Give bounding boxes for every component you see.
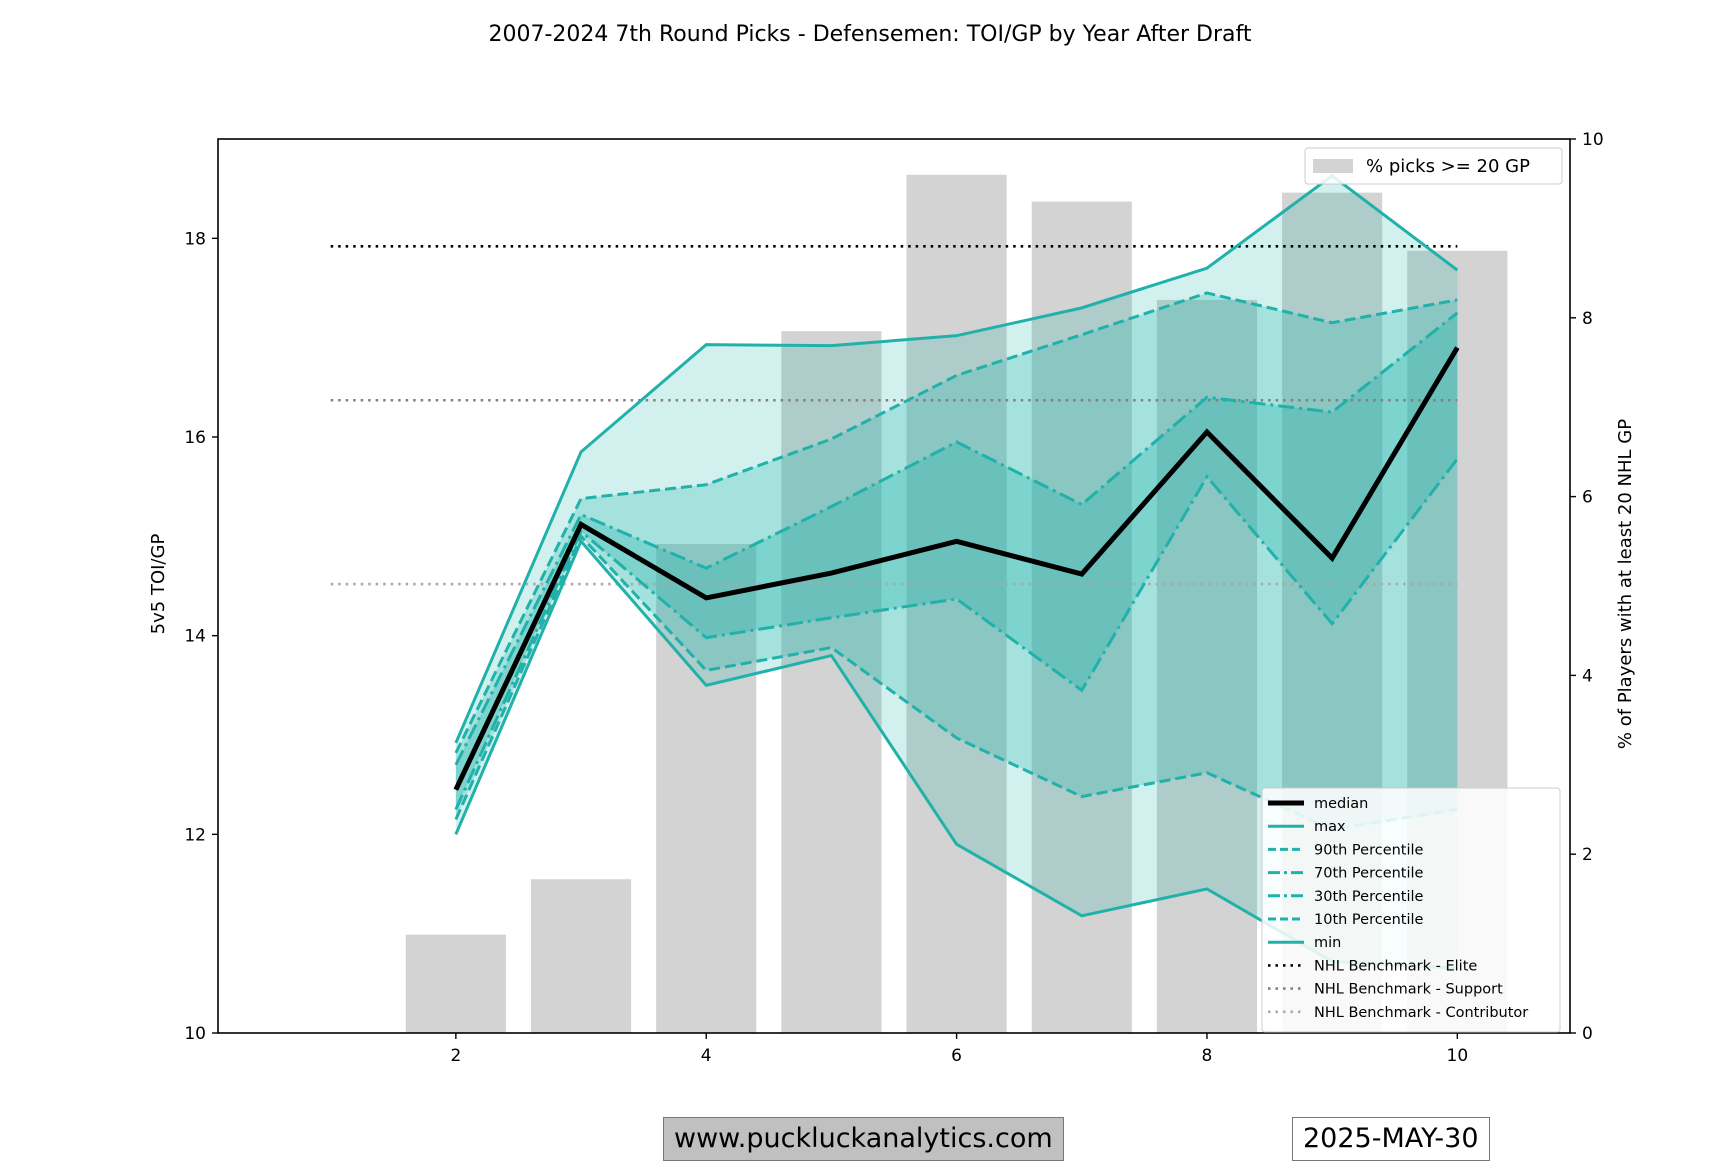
y2-tick-label-8: 8 [1582,309,1593,329]
y-tick-label-16: 16 [184,428,206,448]
bar-legend-label: % picks >= 20 GP [1366,156,1530,177]
website-badge: www.puckluckanalytics.com [663,1117,1064,1161]
bar-4 [656,543,757,1033]
plot-frame [217,138,1571,1034]
series-line-70th-percentile [454,311,1459,766]
y2-tick-label-2: 2 [1582,845,1593,865]
x-tick-label-4: 4 [701,1046,712,1066]
x-tick-label-8: 8 [1202,1046,1213,1066]
benchmark-lines-layer [330,244,1458,586]
y-axis-label: 5v5 TOI/GP [148,534,169,635]
series-line-max [454,173,1459,744]
bar-3 [530,879,632,1033]
legend-label-9: NHL Benchmark - Contributor [1314,1005,1528,1021]
fill-bands-layer [455,175,1458,969]
bar-5 [781,331,882,1034]
x-tick-label-2: 2 [450,1046,461,1066]
bar-legend-box [1304,147,1563,185]
y2-tick-label-6: 6 [1582,488,1593,508]
legend-label-8: NHL Benchmark - Support [1314,982,1503,998]
y2-axis-label: % of Players with at least 20 NHL GP [1615,419,1636,749]
series-line-median [453,346,1460,791]
bar-legend-swatch [1313,159,1353,173]
legend-label-1: max [1314,819,1346,835]
bar-8 [1156,299,1258,1033]
y2-tick-label-0: 0 [1582,1024,1593,1044]
band-min-max [455,175,1458,969]
legend-label-3: 70th Percentile [1314,866,1424,882]
band-30-70 [455,312,1458,810]
y-tick-label-18: 18 [184,229,206,249]
series-line-10th-percentile [454,533,1458,831]
bar-2 [405,934,506,1033]
band-10-90 [455,292,1458,830]
series-line-30th-percentile [454,457,1459,811]
bar-7 [1031,201,1132,1033]
line-legend: median max 90th Percentile 70th Percentile 3… [1261,787,1561,1033]
legend-label-4: 30th Percentile [1314,889,1424,905]
legend-label-5: 10th Percentile [1314,912,1424,928]
axes-layer: 2 4 6 8 10 10 12 14 16 18 0 2 4 6 8 10 [184,130,1603,1066]
y-tick-label-14: 14 [184,627,206,647]
y2-tick-label-4: 4 [1582,666,1593,686]
legend-label-2: 90th Percentile [1314,842,1424,858]
bar-legend: % picks >= 20 GP [1304,147,1563,185]
y2-tick-label-10: 10 [1582,130,1604,150]
chart-title: 2007-2024 7th Round Picks - Defensemen: … [489,22,1252,47]
y-tick-label-12: 12 [184,825,206,845]
legend-label-7: NHL Benchmark - Elite [1314,958,1477,974]
line-legend-box [1261,787,1561,1033]
legend-label-6: min [1314,935,1341,951]
y-tick-label-10: 10 [184,1024,206,1044]
legend-label-0: median [1314,796,1368,812]
x-tick-label-10: 10 [1447,1046,1469,1066]
x-tick-label-6: 6 [951,1046,962,1066]
series-line-90th-percentile [454,291,1458,754]
date-badge: 2025-MAY-30 [1292,1117,1490,1161]
